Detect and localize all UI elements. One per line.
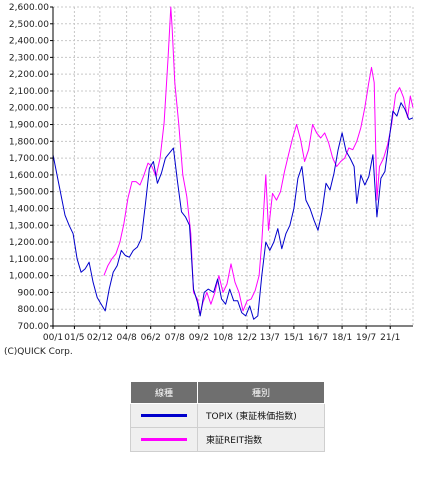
legend-swatch-cell	[130, 403, 198, 428]
series-line-reit	[103, 6, 414, 315]
y-tick-label: 2,300.00	[9, 53, 49, 63]
y-tick-label: 1,500.00	[9, 188, 49, 198]
legend-label-topix: TOPIX (東証株価指数)	[197, 403, 325, 428]
y-tick-label: 1,000.00	[9, 272, 49, 282]
y-tick-label: 2,000.00	[9, 104, 49, 114]
chart-area: 700.00 800.00 900.00 1,000.00 1,100.00 1,200.…	[9, 3, 414, 343]
y-tick-label: 1,600.00	[9, 171, 49, 181]
grid	[52, 6, 414, 327]
x-tick-label: 04/8	[116, 333, 136, 343]
line-chart: 700.00 800.00 900.00 1,000.00 1,100.00 1,200.…	[9, 3, 414, 343]
y-tick-label: 1,300.00	[9, 221, 49, 231]
y-tick-label: 1,400.00	[9, 204, 49, 214]
series-line-topix	[52, 102, 414, 320]
legend-table: 線種 種別 TOPIX (東証株価指数) 東証REIT指数	[130, 381, 325, 452]
y-tick-label: 1,200.00	[9, 238, 49, 248]
x-tick-label: 16/7	[308, 333, 328, 343]
x-tick-label: 01/5	[64, 333, 84, 343]
legend-header-line: 線種	[130, 381, 198, 404]
x-tick-label: 06/2	[141, 333, 161, 343]
legend-header-type: 種別	[197, 381, 325, 404]
series	[52, 6, 414, 320]
y-tick-label: 2,100.00	[9, 87, 49, 97]
y-tick-label: 900.00	[18, 288, 50, 298]
x-tick-label: 10/8	[213, 333, 233, 343]
legend-swatch-reit	[141, 438, 187, 441]
x-tick-label: 15/1	[284, 333, 304, 343]
x-tick-label: 02/12	[87, 333, 113, 343]
axes: 700.00 800.00 900.00 1,000.00 1,100.00 1,200.…	[9, 3, 413, 343]
x-tick-label: 09/2	[189, 333, 209, 343]
y-tick-label: 800.00	[18, 305, 50, 315]
y-tick-label: 2,600.00	[9, 3, 49, 13]
y-tick-label: 1,900.00	[9, 121, 49, 131]
y-tick-label: 2,400.00	[9, 37, 49, 47]
x-tick-label: 19/7	[356, 333, 376, 343]
x-tick-label: 13/7	[260, 333, 280, 343]
legend-swatch-topix	[141, 414, 187, 417]
y-tick-label: 1,100.00	[9, 255, 49, 265]
y-tick-label: 2,500.00	[9, 20, 49, 30]
legend-row: 東証REIT指数	[130, 427, 325, 452]
legend-row: TOPIX (東証株価指数)	[130, 403, 325, 428]
x-tick-label: 07/8	[165, 333, 185, 343]
y-tick-label: 700.00	[18, 322, 50, 332]
copyright-text: (C)QUICK Corp.	[4, 347, 73, 357]
x-tick-label: 00/1	[43, 333, 63, 343]
y-tick-label: 2,200.00	[9, 70, 49, 80]
y-tick-label: 1,800.00	[9, 137, 49, 147]
x-tick-label: 21/1	[380, 333, 400, 343]
x-tick-label: 12/2	[237, 333, 257, 343]
legend-swatch-cell	[130, 427, 198, 452]
legend-label-reit: 東証REIT指数	[197, 427, 325, 452]
x-tick-label: 18/1	[332, 333, 352, 343]
y-tick-label: 1,700.00	[9, 154, 49, 164]
